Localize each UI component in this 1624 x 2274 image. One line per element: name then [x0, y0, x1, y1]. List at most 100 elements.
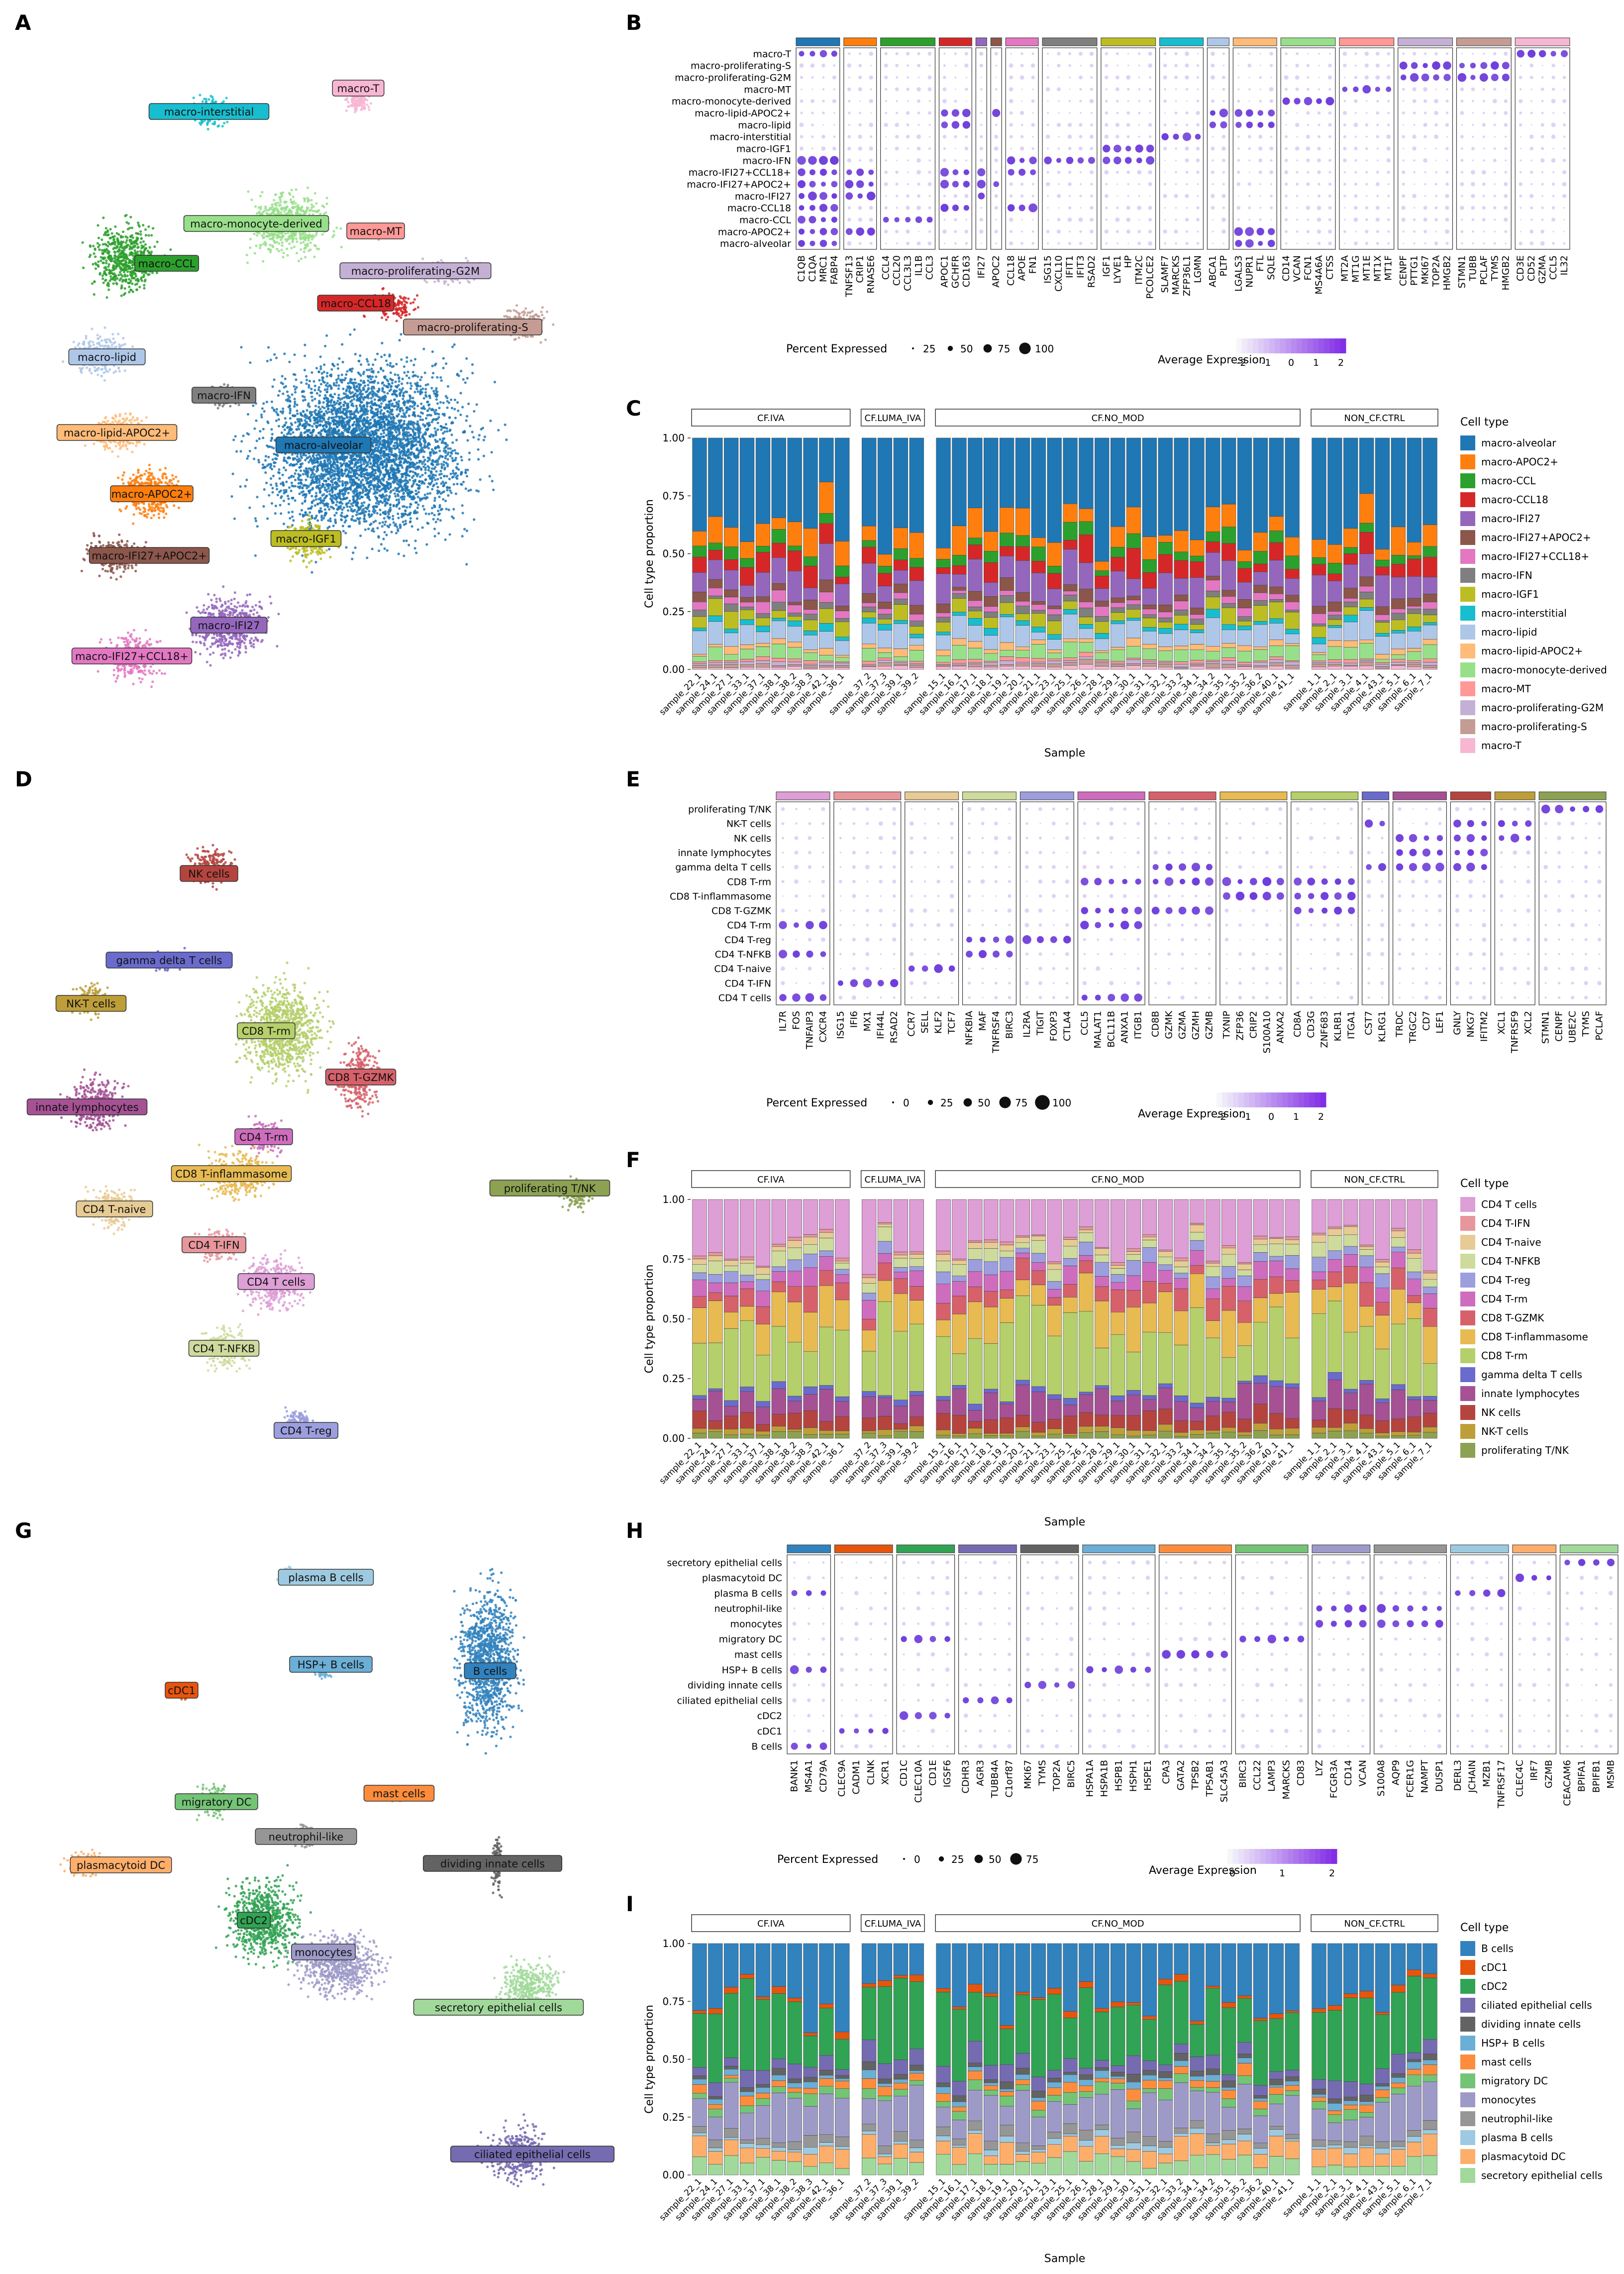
umap-point — [539, 341, 542, 344]
umap-point — [341, 508, 344, 511]
umap-point — [425, 281, 428, 284]
umap-point — [409, 458, 412, 461]
umap-point — [449, 472, 452, 475]
umap-point — [131, 270, 134, 273]
umap-point — [271, 203, 274, 206]
umap-point — [316, 519, 319, 522]
umap-point — [122, 441, 125, 444]
umap-point — [310, 206, 313, 209]
umap-point — [382, 369, 385, 372]
umap-point — [216, 407, 219, 410]
umap-point — [322, 213, 325, 216]
umap-point — [359, 374, 362, 377]
umap-point — [111, 421, 114, 424]
umap-point — [214, 100, 217, 103]
umap-point — [102, 440, 105, 444]
umap-point — [395, 311, 398, 314]
umap-point — [281, 473, 284, 476]
umap-point — [432, 390, 435, 393]
umap-point — [149, 252, 152, 255]
umap-point — [395, 320, 398, 323]
umap-point — [438, 438, 442, 441]
umap-point — [94, 255, 97, 258]
umap-point — [446, 406, 449, 409]
umap-point — [362, 483, 365, 486]
umap-point — [433, 427, 436, 430]
umap-point — [156, 240, 159, 243]
umap-point — [315, 492, 318, 495]
umap-point — [368, 108, 371, 111]
umap-point — [434, 362, 437, 365]
umap-point — [136, 441, 139, 444]
umap-point — [422, 405, 425, 408]
umap-point — [300, 241, 303, 244]
umap-point — [295, 188, 298, 191]
umap-point — [131, 442, 135, 445]
umap-point — [120, 249, 123, 253]
umap-point — [144, 243, 147, 246]
umap-point — [269, 358, 272, 361]
umap-point — [117, 241, 120, 244]
umap-point — [136, 243, 139, 246]
umap-point — [117, 366, 120, 369]
umap-point — [369, 419, 372, 422]
umap-point — [299, 453, 303, 456]
umap-point — [331, 471, 334, 474]
umap-point — [410, 525, 413, 528]
umap-point — [277, 202, 280, 205]
umap-point — [410, 384, 413, 387]
umap-point — [306, 186, 309, 189]
umap-point — [398, 448, 401, 451]
umap-point — [107, 252, 110, 255]
umap-point — [260, 244, 263, 247]
umap-point — [388, 495, 391, 498]
umap-point — [105, 296, 108, 299]
umap-point — [92, 340, 95, 343]
umap-point — [367, 106, 370, 108]
umap-point — [359, 534, 362, 538]
umap-point — [430, 470, 433, 473]
umap-point — [321, 233, 324, 236]
umap-point — [129, 216, 132, 218]
umap-point — [529, 315, 532, 318]
umap-point — [465, 419, 468, 422]
umap-point — [381, 466, 384, 469]
umap-point — [431, 350, 434, 353]
umap-point — [326, 397, 329, 400]
umap-point — [392, 488, 395, 492]
umap-point — [277, 471, 280, 474]
umap-point — [443, 430, 446, 433]
umap-point — [283, 210, 286, 213]
umap-point — [397, 517, 400, 520]
umap-point — [401, 466, 404, 469]
umap-point — [428, 457, 431, 460]
umap-point — [137, 232, 140, 235]
umap-point — [130, 234, 133, 237]
umap-point — [424, 388, 427, 391]
umap-point — [323, 388, 327, 391]
umap-point — [461, 504, 464, 507]
umap-point — [109, 254, 112, 257]
umap-point — [117, 256, 121, 259]
panel-letter-F: F — [626, 1148, 640, 1172]
umap-point — [427, 482, 430, 485]
umap-point — [231, 472, 234, 475]
umap-point — [319, 408, 322, 411]
umap-point — [216, 125, 219, 128]
umap-point — [245, 478, 248, 481]
umap-point — [92, 343, 95, 346]
umap-point — [223, 121, 226, 124]
umap-point — [389, 362, 392, 365]
umap-point — [388, 292, 391, 295]
umap-point — [304, 454, 307, 457]
umap-point — [120, 294, 123, 297]
umap-point — [118, 441, 121, 444]
umap-point — [101, 274, 104, 277]
umap-point — [133, 419, 136, 422]
umap-point — [303, 415, 306, 418]
umap-point — [119, 266, 122, 270]
umap-point — [104, 227, 107, 230]
umap-point — [506, 310, 509, 313]
umap-point — [226, 120, 229, 123]
umap-point — [451, 441, 454, 444]
